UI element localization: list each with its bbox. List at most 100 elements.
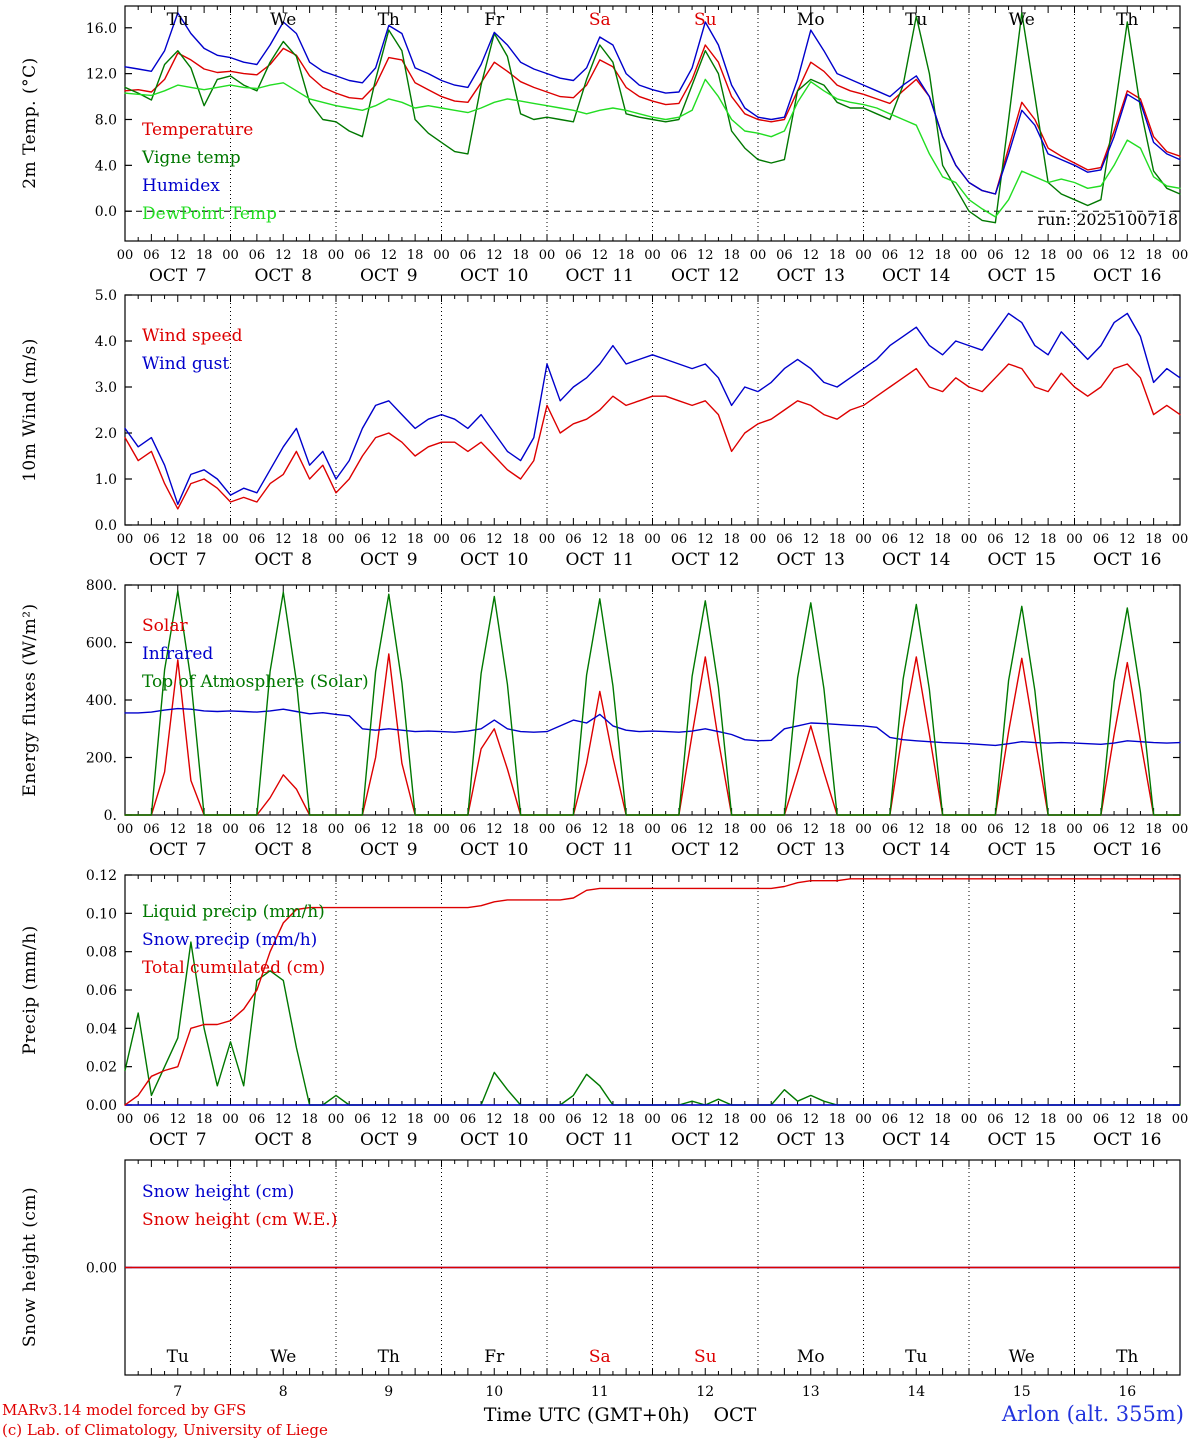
date-label: OCT 13 [777,840,845,860]
hour-label: 06 [671,532,688,547]
weekday-label: Mo [797,1347,825,1367]
x-axis-title-text: Time UTC (GMT+0h) [483,1404,690,1426]
weekday-label: Th [1116,10,1138,30]
hour-label: 18 [1040,822,1057,837]
hour-label: 18 [723,822,740,837]
date-label: OCT 9 [360,266,418,285]
hour-label: 18 [934,1112,951,1127]
hour-label: 06 [249,1112,266,1127]
hour-label: 00 [644,1112,661,1127]
hour-label: 00 [539,532,556,547]
energy-axis-title: Energy fluxes (W/m²) [20,603,40,797]
date-label: OCT 11 [566,840,634,860]
legend-solar: Solar [142,616,188,636]
legend-humidex: Humidex [142,176,220,196]
legend-temperature: Temperature [142,120,254,140]
y-tick-label: 8.0 [95,112,117,128]
hour-label: 12 [908,822,925,837]
wind-legend: Wind speed Wind gust [142,322,242,378]
hour-label: 12 [486,1112,503,1127]
date-label: OCT 14 [882,1130,950,1150]
hour-label: 06 [354,248,371,263]
hour-label: 00 [644,532,661,547]
date-label: OCT 11 [566,1130,634,1150]
day-number-label: 12 [696,1384,714,1400]
hour-label: 12 [697,1112,714,1127]
date-label: OCT 8 [254,1130,312,1150]
hour-label: 18 [723,1112,740,1127]
series-top-of-atmosphere-solar- [124,590,1181,816]
series-wind-gust [124,312,1181,506]
temperature-legend: Temperature Vigne temp Humidex DewPoint … [142,116,277,228]
weekday-label: Tu [167,1347,189,1367]
hour-label: 12 [275,248,292,263]
series-vigne-temp [124,12,1181,224]
hour-label: 12 [1013,532,1030,547]
hour-label: 12 [697,248,714,263]
day-number-label: 11 [591,1384,609,1400]
plot-border [124,5,1181,242]
hour-label: 06 [1093,248,1110,263]
weekday-label: We [270,1347,296,1367]
hour-label: 06 [143,532,160,547]
y-tick-label: 0.06 [86,983,117,999]
hour-label: 06 [143,822,160,837]
weekday-label: Th [1116,1347,1138,1367]
hour-label: 00 [328,822,345,837]
hour-label: 00 [750,1112,767,1127]
series-temperature [124,44,1181,195]
date-label: OCT 16 [1093,550,1161,570]
hour-label: 12 [169,532,186,547]
hour-label: 00 [961,248,978,263]
hour-label: 18 [1145,822,1162,837]
y-tick-label: 0.0 [95,204,117,220]
hour-label: 12 [591,248,608,263]
hour-label: 00 [222,248,239,263]
hour-label: 00 [1172,532,1189,547]
y-tick-label: 0.00 [86,1261,117,1277]
hour-label: 18 [512,822,529,837]
date-label: OCT 15 [988,1130,1056,1150]
day-number-label: 10 [485,1384,503,1400]
hour-label: 06 [987,1112,1004,1127]
legend-wind-gust: Wind gust [142,354,230,374]
y-tick-label: 4.0 [95,158,117,174]
hour-label: 06 [882,822,899,837]
hour-label: 06 [354,532,371,547]
date-label: OCT 16 [1093,840,1161,860]
date-label: OCT 9 [360,550,418,570]
hour-label: 12 [1013,248,1030,263]
temperature-panel: 0.0 4.0 8.0 12.0 16.0 00 06 12 18 00 06 12 18 00 06 12 1… [86,5,1189,285]
date-label: OCT 15 [988,550,1056,570]
hour-label: 06 [671,822,688,837]
hour-label: 12 [1013,822,1030,837]
hour-label: 00 [644,822,661,837]
hour-label: 12 [908,248,925,263]
hour-label: 06 [1093,1112,1110,1127]
hour-label: 12 [802,248,819,263]
snow-plot-group: 0.00 Tu 7 We 8 Th 9 Fr 10 Sa 11 Su 12 Mo 13 Tu 14 We 15 Th 1… [86,1159,1181,1400]
hour-label: 00 [1172,248,1189,263]
legend-snow-precip: Snow precip (mm/h) [142,930,318,950]
legend-snow-height: Snow height (cm) [142,1182,295,1202]
hour-label: 12 [169,248,186,263]
snow-axis-title: Snow height (cm) [20,1186,40,1348]
hour-label: 06 [460,532,477,547]
hour-label: 00 [750,248,767,263]
date-label: OCT 10 [460,266,528,285]
weekday-label: Tu [167,10,189,30]
weekday-label: Su [694,1347,717,1367]
hour-label: 18 [934,822,951,837]
date-label: OCT 12 [671,266,739,285]
hour-label: 06 [565,1112,582,1127]
date-label: OCT 11 [566,550,634,570]
weekday-label: Mo [797,10,825,30]
hour-label: 18 [407,532,424,547]
weekday-label: Fr [484,1347,505,1367]
snow-legend: Snow height (cm) Snow height (cm W.E.) [142,1178,337,1234]
hour-label: 06 [987,822,1004,837]
hour-label: 00 [117,532,134,547]
date-label: OCT 10 [460,1130,528,1150]
hour-label: 18 [196,248,213,263]
